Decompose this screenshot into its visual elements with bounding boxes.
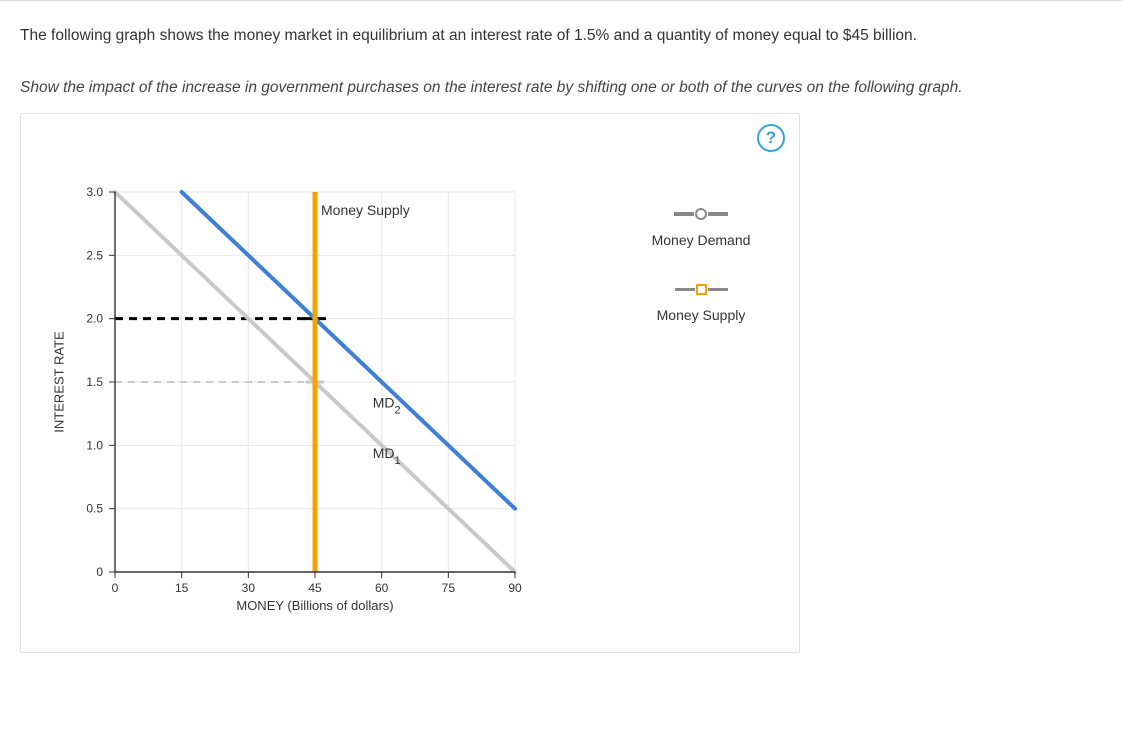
x-tick-label: 15 bbox=[175, 581, 189, 595]
legend-demand-line-left bbox=[674, 212, 694, 216]
money-market-chart[interactable]: MD1MD2Money Supply015304560759000.51.01.… bbox=[53, 184, 527, 616]
legend-supply-glyph bbox=[675, 284, 728, 295]
md2-curve[interactable] bbox=[182, 192, 515, 509]
circle-marker-icon bbox=[695, 208, 707, 220]
y-axis-label: INTEREST RATE bbox=[52, 331, 67, 432]
md1-label: MD1 bbox=[373, 445, 401, 467]
legend: Money Demand Money Supply bbox=[621, 208, 781, 359]
y-tick-label: 1.5 bbox=[86, 375, 103, 389]
money-supply-label: Money Supply bbox=[321, 202, 410, 218]
x-tick-label: 90 bbox=[508, 581, 522, 595]
intro-text: The following graph shows the money mark… bbox=[20, 27, 1103, 45]
y-tick-label: 0.5 bbox=[86, 502, 103, 516]
legend-supply-line-left bbox=[675, 288, 695, 292]
instruction-text: Show the impact of the increase in gover… bbox=[20, 79, 1103, 97]
legend-supply-line-right bbox=[708, 288, 728, 292]
x-tick-label: 60 bbox=[375, 581, 389, 595]
x-axis-label: MONEY (Billions of dollars) bbox=[236, 598, 393, 646]
legend-demand-glyph bbox=[674, 208, 728, 220]
help-icon: ? bbox=[766, 128, 776, 148]
legend-item-demand[interactable]: Money Demand bbox=[621, 208, 781, 248]
x-tick-label: 0 bbox=[112, 581, 119, 595]
x-tick-label: 45 bbox=[308, 581, 322, 595]
help-button[interactable]: ? bbox=[757, 124, 785, 152]
legend-demand-line-right bbox=[708, 212, 728, 216]
square-marker-icon bbox=[696, 284, 707, 295]
chart-container: INTEREST RATE MD1MD2Money Supply01530456… bbox=[53, 184, 613, 644]
legend-demand-label: Money Demand bbox=[652, 232, 751, 248]
y-tick-label: 2.0 bbox=[86, 312, 103, 326]
y-tick-label: 0 bbox=[96, 565, 103, 579]
y-tick-label: 2.5 bbox=[86, 248, 103, 262]
y-tick-label: 1.0 bbox=[86, 438, 103, 452]
x-tick-label: 75 bbox=[442, 581, 456, 595]
y-tick-label: 3.0 bbox=[86, 185, 103, 199]
page-content: The following graph shows the money mark… bbox=[0, 1, 1123, 677]
x-tick-label: 30 bbox=[242, 581, 256, 595]
graph-panel: ? INTEREST RATE MD1MD2Money Supply015304… bbox=[20, 113, 800, 653]
legend-item-supply[interactable]: Money Supply bbox=[621, 284, 781, 323]
legend-supply-label: Money Supply bbox=[657, 307, 746, 323]
